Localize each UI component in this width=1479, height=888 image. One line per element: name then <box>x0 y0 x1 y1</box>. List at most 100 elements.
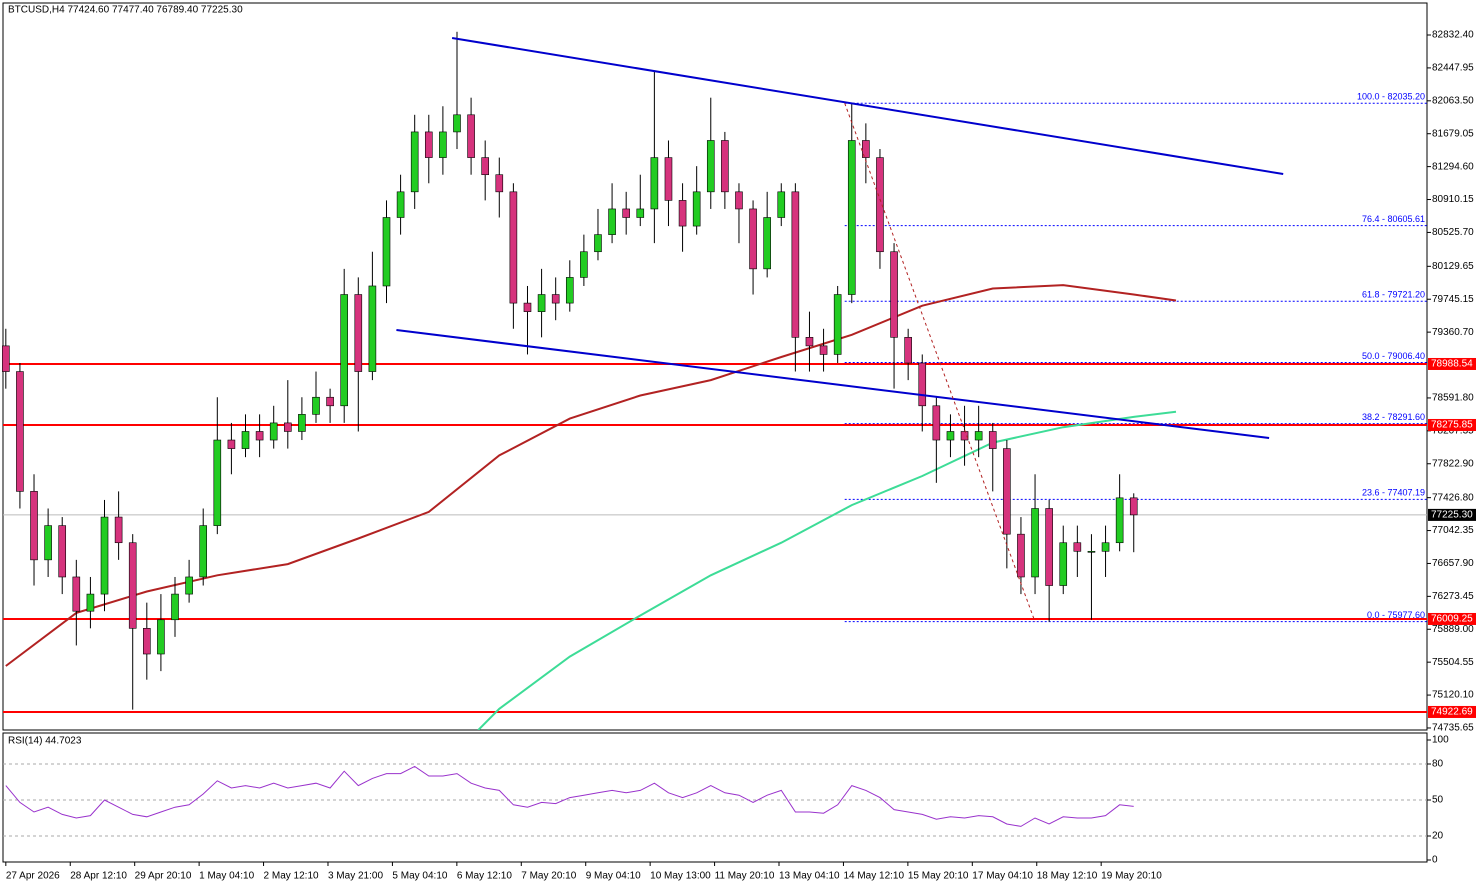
rsi-title: RSI(14) 44.7023 <box>8 736 82 747</box>
candle-body <box>495 174 504 193</box>
candle-body <box>960 431 969 441</box>
candle-body <box>467 114 475 158</box>
candle-body <box>16 371 24 492</box>
x-tick-label: 2 May 12:10 <box>264 871 319 882</box>
candle-body <box>721 140 729 193</box>
current-price-box <box>1428 508 1476 521</box>
y-tick-label: 81294.60 <box>1432 161 1474 172</box>
candle-body <box>396 191 405 218</box>
candle-body <box>918 362 927 407</box>
y-tick-label: 74735.65 <box>1432 723 1474 734</box>
candle-body <box>453 114 461 133</box>
fib-label: 50.0 - 79006.40 <box>1362 351 1425 361</box>
candle-body <box>255 431 264 441</box>
y-tick-label: 79745.15 <box>1432 294 1474 305</box>
candle-body <box>340 294 348 407</box>
candle-body <box>283 422 292 432</box>
fib-label: 0.0 - 75977.60 <box>1367 610 1425 620</box>
candle-body <box>932 405 941 441</box>
candle-body <box>664 157 673 201</box>
x-tick-label: 19 May 20:10 <box>1101 871 1162 882</box>
candle-body <box>1115 497 1124 544</box>
candle-body <box>326 396 334 407</box>
candle-body <box>72 576 81 612</box>
candle-body <box>847 140 856 295</box>
x-tick-label: 3 May 21:00 <box>328 871 383 882</box>
candle-body <box>1129 497 1138 516</box>
fib-label: 100.0 - 82035.20 <box>1357 92 1425 102</box>
y-tick-label: 80910.15 <box>1432 194 1474 205</box>
level-price-label: 78988.54 <box>1431 359 1473 370</box>
candle-body <box>890 251 898 338</box>
candle-body <box>100 516 109 595</box>
candle-body <box>30 491 38 561</box>
x-tick-label: 1 May 04:10 <box>199 871 254 882</box>
candle-body <box>185 576 193 595</box>
y-tick-label: 79360.70 <box>1432 327 1474 338</box>
candle-body <box>227 439 236 449</box>
level-price-box <box>1428 612 1476 625</box>
y-tick-label: 81679.05 <box>1432 128 1474 139</box>
candle-body <box>312 396 320 415</box>
candle-body <box>523 302 532 312</box>
candle-body <box>171 593 179 621</box>
candle-body <box>269 422 278 441</box>
candle-body <box>608 208 616 235</box>
rsi-panel <box>2 732 1428 863</box>
rsi-tick-label: 80 <box>1432 759 1444 770</box>
x-tick-label: 7 May 20:10 <box>521 871 576 882</box>
x-tick-label: 5 May 04:10 <box>392 871 447 882</box>
candle-body <box>594 234 602 253</box>
x-tick-label: 13 May 04:10 <box>779 871 840 882</box>
candle-body <box>2 345 10 372</box>
candle-body <box>805 337 814 347</box>
level-price-label: 74922.69 <box>1431 707 1473 718</box>
y-tick-label: 78591.80 <box>1432 393 1474 404</box>
candle-body <box>1059 542 1068 586</box>
fib-line <box>844 103 1036 622</box>
chart-title: BTCUSD,H4 77424.60 77477.40 76789.40 772… <box>8 5 243 16</box>
candle-body <box>622 208 630 218</box>
candle-body <box>439 131 447 158</box>
x-tick-label: 28 Apr 12:10 <box>70 871 127 882</box>
candle-body <box>1003 448 1011 535</box>
candle-body <box>565 277 574 304</box>
x-tick-label: 29 Apr 20:10 <box>135 871 192 882</box>
main-panel <box>2 2 1428 731</box>
candle-body <box>1101 542 1110 552</box>
candle-body <box>1087 550 1096 553</box>
y-tick-label: 76657.90 <box>1432 558 1474 569</box>
candle-body <box>354 294 363 372</box>
moving-average <box>5 284 1177 667</box>
candle-body <box>114 516 123 544</box>
x-tick-label: 6 May 12:10 <box>457 871 512 882</box>
candle-body <box>298 414 306 432</box>
candle-body <box>509 191 518 304</box>
trendline <box>396 329 1270 439</box>
candle-body <box>735 191 743 210</box>
candle-body <box>650 157 659 210</box>
fib-label: 61.8 - 79721.20 <box>1362 290 1425 300</box>
x-tick-label: 14 May 12:10 <box>843 871 904 882</box>
y-tick-label: 80525.70 <box>1432 227 1474 238</box>
candle-body <box>763 217 771 270</box>
trendline <box>451 37 1284 175</box>
moving-average <box>477 410 1177 730</box>
y-tick-label: 77426.80 <box>1432 492 1474 503</box>
candle-body <box>199 525 208 578</box>
candle-body <box>410 131 419 193</box>
candle-body <box>580 251 588 278</box>
candle-body <box>904 337 912 364</box>
candle-body <box>143 628 151 655</box>
candle-body <box>1073 542 1082 552</box>
candle-body <box>213 439 222 526</box>
candle-body <box>241 431 250 449</box>
candle-body <box>86 593 95 612</box>
x-tick-label: 15 May 20:10 <box>908 871 969 882</box>
y-tick-label: 75504.55 <box>1432 657 1474 668</box>
candle-body <box>636 208 645 218</box>
x-tick-label: 9 May 04:10 <box>586 871 641 882</box>
candle-body <box>368 285 377 372</box>
x-tick-label: 27 Apr 2026 <box>6 871 60 882</box>
candle-body <box>988 431 997 449</box>
